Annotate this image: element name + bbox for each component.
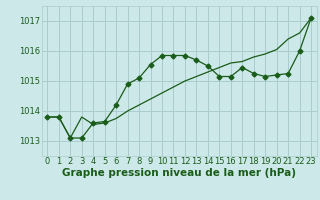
X-axis label: Graphe pression niveau de la mer (hPa): Graphe pression niveau de la mer (hPa) xyxy=(62,168,296,178)
